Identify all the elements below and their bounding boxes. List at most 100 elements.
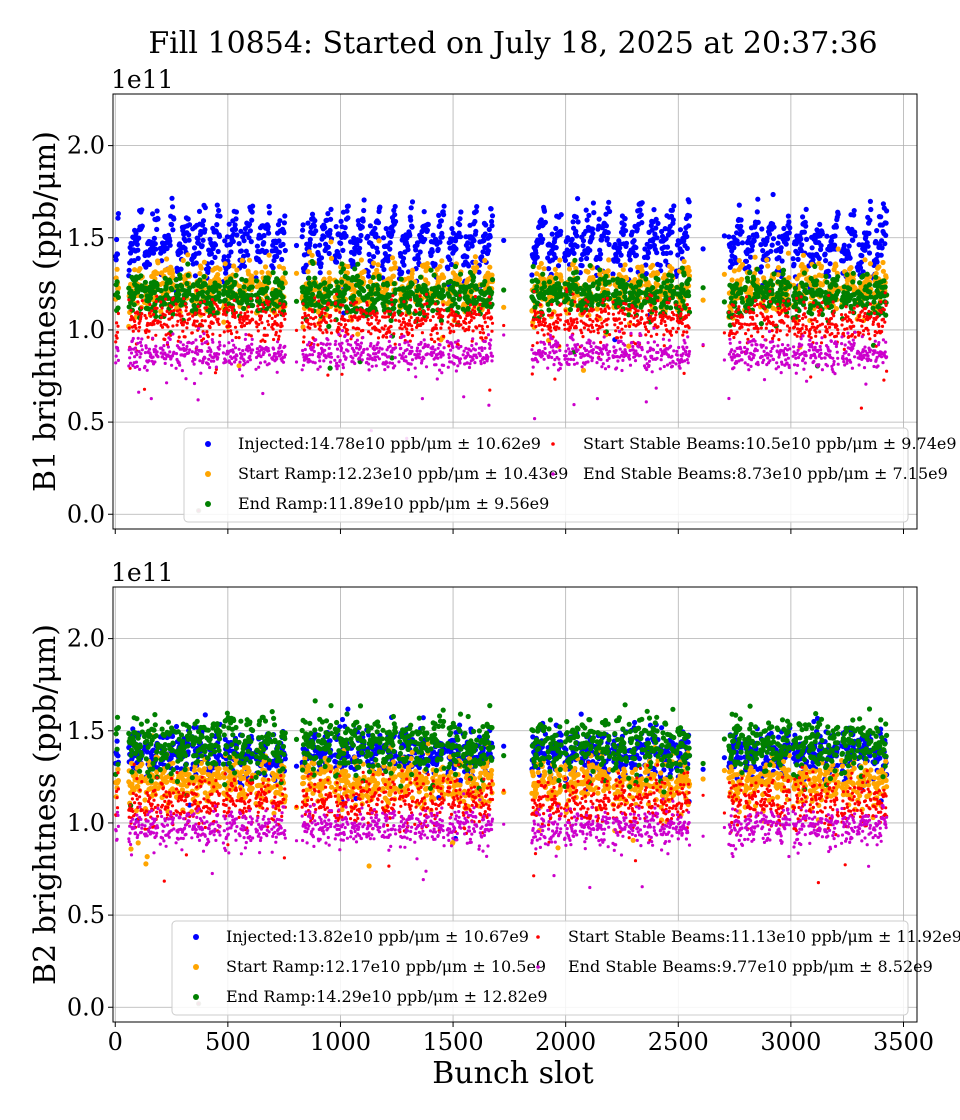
- data-point: [283, 317, 287, 321]
- data-point: [735, 241, 741, 247]
- data-point: [221, 254, 227, 260]
- data-point: [435, 331, 439, 335]
- data-point: [686, 199, 692, 205]
- data-point: [221, 319, 227, 325]
- data-point: [424, 318, 428, 322]
- data-point: [832, 233, 838, 239]
- data-point: [303, 262, 309, 268]
- data-point: [600, 325, 605, 329]
- data-point: [266, 252, 272, 258]
- data-point: [233, 216, 239, 222]
- data-point: [453, 316, 457, 321]
- data-point: [349, 301, 353, 305]
- data-point: [154, 299, 158, 304]
- data-point: [771, 224, 777, 230]
- data-point: [487, 295, 491, 299]
- data-point: [151, 235, 157, 241]
- data-point: [306, 313, 311, 317]
- data-point: [598, 251, 604, 257]
- data-point: [133, 319, 137, 323]
- data-point: [424, 227, 430, 233]
- data-point: [239, 257, 245, 263]
- data-point: [176, 319, 180, 323]
- data-point: [164, 245, 170, 252]
- data-point: [155, 294, 159, 298]
- data-point: [410, 334, 415, 338]
- data-point: [413, 247, 419, 253]
- data-point: [878, 214, 884, 220]
- data-point: [193, 311, 197, 315]
- data-point: [405, 327, 409, 331]
- data-point: [617, 317, 621, 321]
- data-point: [463, 317, 468, 321]
- data-point: [226, 253, 232, 259]
- data-point: [401, 262, 407, 268]
- data-point: [197, 270, 203, 277]
- data-point: [798, 236, 804, 242]
- data-point: [262, 264, 269, 270]
- data-point: [654, 235, 660, 241]
- data-point: [439, 230, 445, 236]
- data-point: [606, 317, 610, 321]
- data-point: [668, 278, 675, 284]
- data-point: [464, 254, 470, 260]
- data-point: [467, 325, 471, 329]
- data-point: [212, 254, 218, 260]
- data-point: [457, 234, 464, 240]
- data-point: [537, 323, 541, 327]
- data-point: [183, 335, 187, 339]
- data-point: [736, 257, 742, 264]
- data-point: [751, 276, 757, 283]
- data-point: [339, 279, 345, 285]
- data-point: [486, 242, 492, 248]
- data-point: [236, 363, 242, 369]
- data-point: [480, 249, 486, 255]
- data-point: [280, 324, 284, 328]
- data-point: [739, 262, 746, 268]
- data-point: [475, 326, 479, 330]
- data-point: [159, 300, 163, 304]
- data-point: [364, 311, 368, 315]
- data-point: [472, 218, 478, 225]
- data-point: [308, 326, 312, 330]
- data-point: [672, 313, 676, 317]
- data-point: [633, 252, 640, 258]
- data-point: [370, 243, 376, 249]
- data-point: [532, 318, 536, 322]
- data-point: [541, 283, 548, 290]
- data-point: [490, 321, 495, 325]
- data-point: [327, 276, 333, 282]
- data-point: [352, 266, 358, 272]
- data-point: [851, 208, 857, 214]
- data-point: [687, 326, 691, 330]
- data-point: [559, 313, 563, 317]
- data-point: [631, 238, 637, 244]
- data-point: [390, 303, 394, 307]
- data-point: [202, 312, 206, 316]
- data-point: [473, 294, 477, 299]
- data-point: [329, 319, 333, 323]
- data-point: [726, 234, 732, 240]
- data-point: [883, 220, 889, 226]
- data-point: [151, 312, 156, 317]
- data-point: [334, 279, 340, 285]
- data-point: [346, 319, 350, 323]
- data-point: [573, 300, 577, 304]
- data-point: [208, 325, 212, 330]
- data-point: [601, 297, 605, 302]
- data-point: [335, 292, 339, 296]
- data-point: [229, 332, 234, 336]
- data-point: [606, 257, 612, 263]
- data-point: [325, 330, 329, 334]
- data-point: [421, 209, 427, 215]
- data-point: [649, 334, 653, 338]
- data-point: [766, 231, 773, 237]
- data-point: [216, 207, 222, 214]
- data-point: [859, 253, 865, 259]
- data-point: [487, 264, 493, 270]
- data-point: [746, 264, 752, 270]
- data-point: [655, 332, 659, 336]
- data-point: [467, 328, 471, 332]
- data-point: [278, 301, 282, 306]
- data-point: [160, 325, 165, 329]
